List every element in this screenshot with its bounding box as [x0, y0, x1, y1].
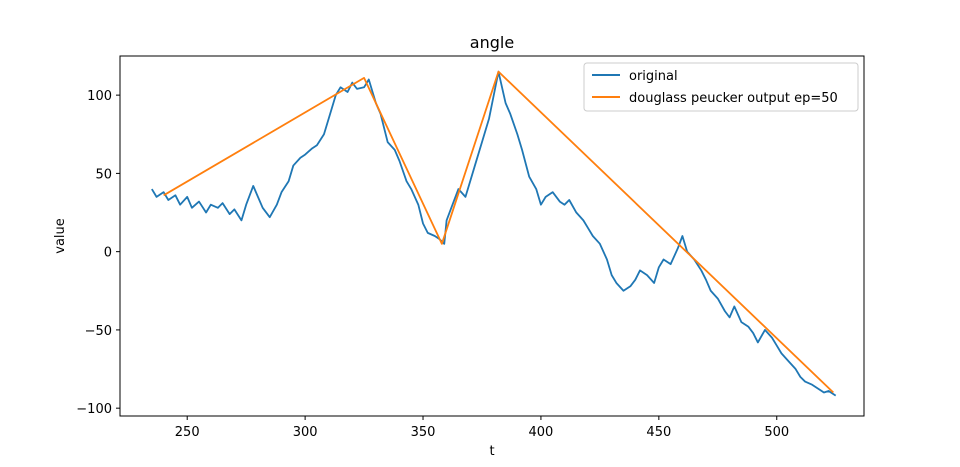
y-tick-label: 100	[87, 89, 112, 104]
series-line-original	[151, 70, 837, 397]
x-tick-label: 400	[529, 425, 554, 440]
series-line-douglass-peucker	[163, 70, 834, 394]
y-axis-label: value	[53, 218, 68, 254]
x-tick-label: 350	[411, 425, 436, 440]
legend-label-douglass-peucker: douglass peucker output ep=50	[629, 91, 838, 106]
x-axis-ticks: 250 300 350 400 450 500	[175, 416, 789, 440]
x-axis-label: t	[489, 444, 494, 459]
x-tick-label: 500	[764, 425, 789, 440]
y-tick-label: −100	[76, 402, 112, 417]
x-tick-label: 450	[646, 425, 671, 440]
x-tick-label: 300	[293, 425, 318, 440]
legend: original douglass peucker output ep=50	[583, 62, 859, 112]
y-tick-label: 50	[95, 167, 112, 182]
legend-box	[583, 62, 859, 112]
y-tick-label: −50	[85, 324, 112, 339]
x-tick-label: 250	[175, 425, 200, 440]
legend-label-original: original	[629, 69, 678, 84]
y-tick-label: 0	[104, 246, 112, 261]
chart-title: angle	[470, 33, 514, 52]
series-layer	[151, 70, 837, 397]
y-axis-ticks: −100 −50 0 50 100	[76, 89, 120, 417]
plot-frame	[119, 55, 865, 417]
